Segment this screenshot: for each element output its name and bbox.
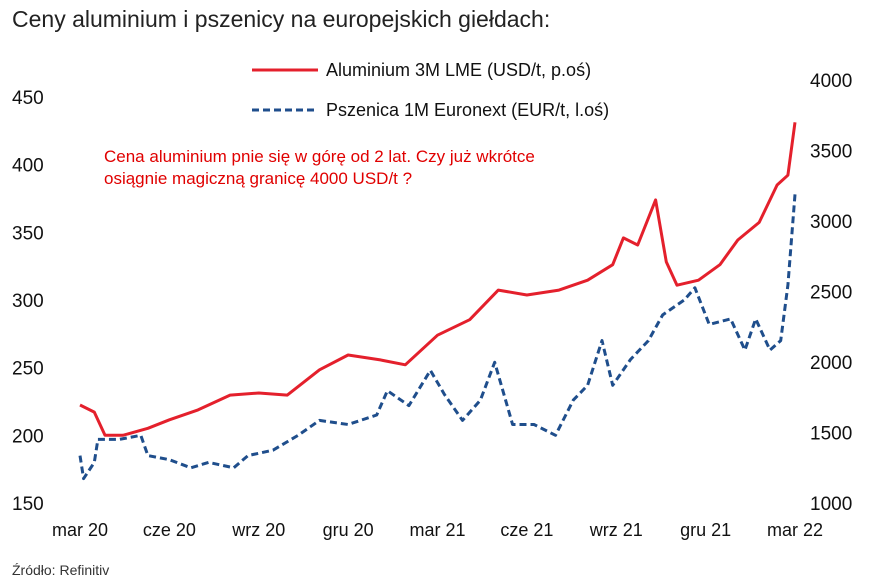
y-right-tick-label: 3000 <box>810 212 852 233</box>
x-tick-label: gru 20 <box>323 520 374 540</box>
y-left-tick-label: 200 <box>12 426 44 447</box>
y-right-tick-label: 3500 <box>810 142 852 163</box>
x-tick-label: mar 22 <box>767 520 823 540</box>
x-tick-label: mar 20 <box>52 520 108 540</box>
legend-label: Pszenica 1M Euronext (EUR/t, l.oś) <box>326 100 609 120</box>
source-note: Źródło: Refinitiv <box>12 562 110 578</box>
x-tick-label: gru 21 <box>680 520 731 540</box>
y-right-tick-label: 4000 <box>810 71 852 92</box>
y-left-tick-label: 350 <box>12 223 44 244</box>
y-left-tick-label: 400 <box>12 156 44 177</box>
y-right-tick-label: 2000 <box>810 353 852 374</box>
x-tick-label: wrz 20 <box>231 520 285 540</box>
y-left-tick-label: 250 <box>12 359 44 380</box>
x-tick-label: mar 21 <box>409 520 465 540</box>
y-left-tick-label: 450 <box>12 88 44 109</box>
annotation-text: osiągnie magiczną granicę 4000 USD/t ? <box>104 169 412 188</box>
annotation-text: Cena aluminium pnie się w górę od 2 lat.… <box>104 147 535 166</box>
x-tick-label: cze 20 <box>143 520 196 540</box>
series-line-wheat <box>78 194 797 481</box>
y-right-tick-label: 1000 <box>810 494 852 515</box>
chart-title: Ceny aluminium i pszenicy na europejskic… <box>12 6 551 32</box>
x-tick-label: cze 21 <box>500 520 553 540</box>
series-line-aluminium <box>79 122 797 437</box>
x-tick-label: wrz 21 <box>589 520 643 540</box>
y-left-tick-label: 300 <box>12 291 44 312</box>
y-right-tick-label: 2500 <box>810 283 852 304</box>
legend-label: Aluminium 3M LME (USD/t, p.oś) <box>326 60 591 80</box>
y-left-tick-label: 150 <box>12 494 44 515</box>
y-right-tick-label: 1500 <box>810 424 852 445</box>
